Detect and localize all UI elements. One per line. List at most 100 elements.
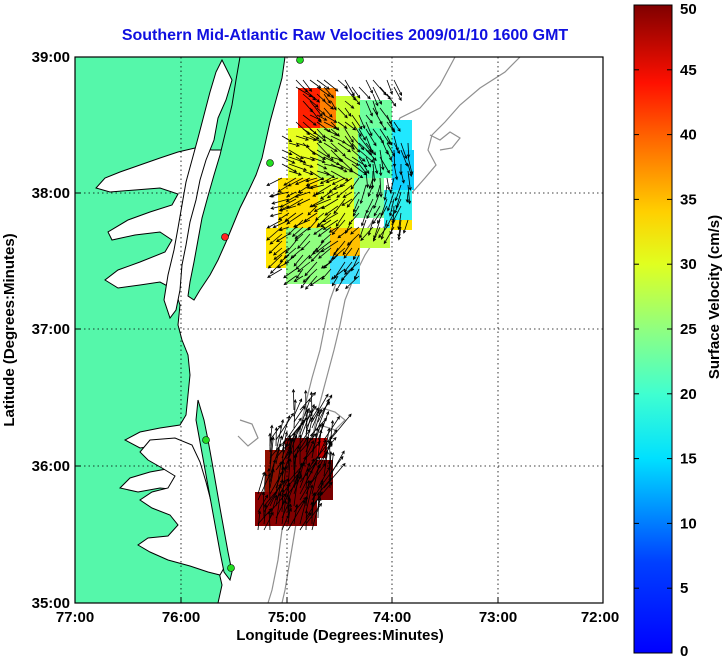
velocity-arrow bbox=[399, 163, 403, 176]
velocity-arrow bbox=[297, 184, 311, 194]
velocity-arrow bbox=[287, 177, 304, 187]
velocity-arrow bbox=[323, 121, 338, 129]
velocity-arrow bbox=[275, 233, 290, 242]
velocity-arrow bbox=[283, 268, 297, 279]
velocity-arrow bbox=[300, 240, 311, 251]
velocity-arrow bbox=[323, 142, 338, 152]
velocity-arrow bbox=[344, 142, 356, 150]
velocity-arrow bbox=[316, 93, 326, 102]
velocity-arrow bbox=[299, 462, 311, 489]
velocity-arrow bbox=[333, 198, 346, 215]
colorbar-tick-label: 50 bbox=[680, 1, 697, 18]
velocity-arrow bbox=[407, 163, 413, 177]
velocity-arrow bbox=[327, 460, 332, 489]
lon-tick-label: 76:00 bbox=[162, 609, 200, 626]
velocity-arrow bbox=[337, 163, 354, 173]
velocity-arrow bbox=[285, 240, 297, 254]
lat-tick-labels: 39:00 38:00 37:00 36:00 35:00 bbox=[32, 49, 70, 612]
velocity-arrow bbox=[365, 100, 373, 117]
velocity-arrow bbox=[372, 212, 381, 225]
velocity-arrow bbox=[378, 226, 388, 239]
velocity-arrow bbox=[317, 479, 324, 513]
velocity-arrow bbox=[316, 149, 334, 161]
velocity-arrow bbox=[257, 473, 271, 501]
axis-tick-marks bbox=[74, 56, 604, 604]
velocity-arrow bbox=[263, 472, 267, 495]
colorbar-tick-label: 5 bbox=[680, 580, 688, 597]
velocity-arrow bbox=[295, 135, 310, 141]
velocity-arrow bbox=[305, 177, 318, 183]
velocity-arrow bbox=[386, 149, 392, 162]
lat-tick-label: 39:00 bbox=[32, 49, 70, 66]
velocity-arrow bbox=[298, 433, 302, 465]
velocity-arrow bbox=[329, 451, 333, 471]
velocity-arrow bbox=[299, 512, 312, 531]
velocity-arrow bbox=[295, 268, 304, 279]
colorbar-label: Surface Velocity (cm/s) bbox=[706, 215, 723, 379]
velocity-arrow bbox=[269, 261, 283, 274]
velocity-arrow bbox=[359, 219, 367, 239]
velocity-arrow bbox=[405, 191, 410, 203]
velocity-arrow bbox=[296, 198, 311, 206]
velocity-arrow bbox=[367, 219, 374, 237]
velocity-arrow bbox=[294, 191, 311, 198]
lat-tick-label: 36:00 bbox=[32, 458, 70, 475]
velocity-arrow bbox=[329, 413, 352, 441]
colorbar-tick-label: 45 bbox=[680, 62, 697, 79]
velocity-arrow bbox=[302, 128, 320, 140]
velocity-arrow bbox=[317, 226, 332, 237]
velocity-arrow bbox=[309, 114, 322, 121]
velocity-arrow bbox=[305, 435, 310, 465]
colorbar-tick-label: 35 bbox=[680, 191, 697, 208]
velocity-arrow bbox=[299, 391, 317, 411]
station-marker bbox=[202, 436, 210, 444]
velocity-arrow bbox=[352, 205, 360, 217]
velocity-arrow bbox=[358, 128, 366, 141]
velocity-arrow bbox=[378, 163, 383, 177]
lon-tick-label: 72:00 bbox=[581, 609, 619, 626]
velocity-arrow bbox=[317, 429, 323, 459]
velocity-arrow bbox=[302, 170, 314, 176]
velocity-arrow bbox=[402, 219, 409, 234]
velocity-arrow bbox=[379, 121, 387, 131]
velocity-arrow bbox=[300, 275, 311, 289]
velocity-arrow bbox=[305, 416, 314, 447]
velocity-arrow bbox=[351, 170, 364, 179]
velocity-arrow bbox=[320, 240, 339, 253]
velocity-arrow bbox=[287, 458, 292, 489]
velocity-arrow bbox=[337, 142, 352, 153]
velocity-arrow bbox=[281, 163, 298, 173]
velocity-arrow bbox=[281, 156, 296, 164]
velocity-arrow bbox=[330, 142, 346, 157]
velocity-vectors bbox=[257, 79, 414, 531]
velocity-arrow bbox=[323, 450, 329, 477]
velocity-arrow bbox=[341, 198, 353, 206]
velocity-arrow bbox=[304, 261, 318, 277]
velocity-arrow bbox=[281, 440, 286, 471]
velocity-arrow bbox=[267, 268, 283, 278]
velocity-arrow bbox=[365, 142, 377, 156]
velocity-arrow bbox=[342, 240, 353, 256]
velocity-arrow bbox=[375, 184, 381, 198]
velocity-arrow bbox=[365, 156, 371, 168]
velocity-arrow bbox=[302, 268, 318, 283]
velocity-arrow bbox=[269, 468, 275, 489]
velocity-arrow bbox=[316, 86, 331, 97]
velocity-arrow bbox=[324, 205, 339, 216]
velocity-arrow bbox=[315, 240, 332, 253]
velocity-arrow bbox=[275, 492, 282, 525]
lat-tick-label: 35:00 bbox=[32, 595, 70, 612]
velocity-arrow bbox=[315, 212, 325, 221]
colorbar-tick-label: 30 bbox=[680, 256, 697, 273]
velocity-arrow bbox=[269, 437, 274, 465]
velocity-arrow bbox=[275, 419, 285, 453]
map-grid bbox=[75, 57, 603, 603]
velocity-arrow bbox=[311, 427, 320, 459]
velocity-arrow bbox=[317, 398, 330, 429]
velocity-arrow bbox=[316, 114, 328, 121]
velocity-arrow bbox=[319, 191, 332, 200]
colorbar-tick-label: 15 bbox=[680, 451, 697, 468]
velocity-arrow bbox=[386, 177, 391, 191]
velocity-arrow bbox=[313, 205, 325, 212]
velocity-arrow bbox=[313, 226, 325, 235]
